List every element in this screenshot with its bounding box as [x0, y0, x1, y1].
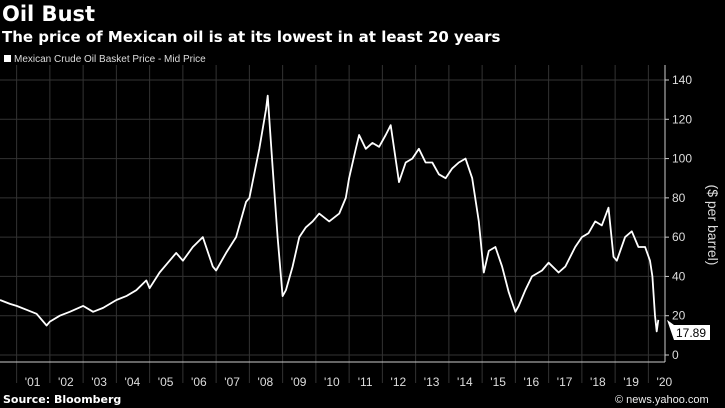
- x-tick-label: '08: [258, 375, 274, 389]
- x-tick-label: '05: [158, 375, 174, 389]
- x-tick-label: '18: [590, 375, 606, 389]
- y-tick-label: 80: [672, 191, 686, 205]
- last-value-box: [667, 319, 710, 340]
- price-line: [0, 94, 660, 333]
- y-tick-label: 0: [672, 348, 679, 362]
- x-tick-label: '16: [524, 375, 540, 389]
- legend: Mexican Crude Oil Basket Price - Mid Pri…: [4, 54, 206, 65]
- chart-title: Oil Bust: [2, 2, 96, 26]
- x-tick-label: '06: [191, 375, 207, 389]
- x-tick-label: '15: [490, 375, 506, 389]
- y-tick-label: 20: [672, 309, 686, 323]
- x-tick-label: '13: [424, 375, 440, 389]
- watermark: © news.yahoo.com: [615, 394, 709, 406]
- y-tick-label: 100: [672, 152, 692, 166]
- source-note: Source: Bloomberg: [3, 393, 122, 406]
- x-tick-label: '12: [391, 375, 407, 389]
- x-tick-label: '03: [91, 375, 107, 389]
- y-tick-label: 40: [672, 269, 686, 283]
- y-tick-label: 120: [672, 112, 692, 126]
- chart-subtitle: The price of Mexican oil is at its lowes…: [2, 28, 501, 46]
- y-tick-label: 60: [672, 230, 686, 244]
- x-tick-label: '11: [358, 375, 373, 389]
- y-tick-label: 140: [672, 73, 692, 87]
- legend-label: Mexican Crude Oil Basket Price - Mid Pri…: [14, 54, 206, 65]
- y-axis-label: ($ per barrel): [705, 184, 721, 266]
- x-tick-label: '02: [58, 375, 74, 389]
- x-tick-label: '19: [623, 375, 639, 389]
- x-tick-label: '17: [557, 375, 573, 389]
- x-tick-label: '01: [25, 375, 41, 389]
- x-tick-label: '20: [657, 375, 673, 389]
- x-tick-label: '04: [125, 375, 141, 389]
- last-value-label: 17.89: [676, 326, 706, 340]
- x-tick-label: '10: [324, 375, 340, 389]
- x-tick-label: '14: [457, 375, 473, 389]
- x-tick-label: '09: [291, 375, 307, 389]
- legend-swatch: [4, 55, 11, 62]
- x-tick-label: '07: [224, 375, 240, 389]
